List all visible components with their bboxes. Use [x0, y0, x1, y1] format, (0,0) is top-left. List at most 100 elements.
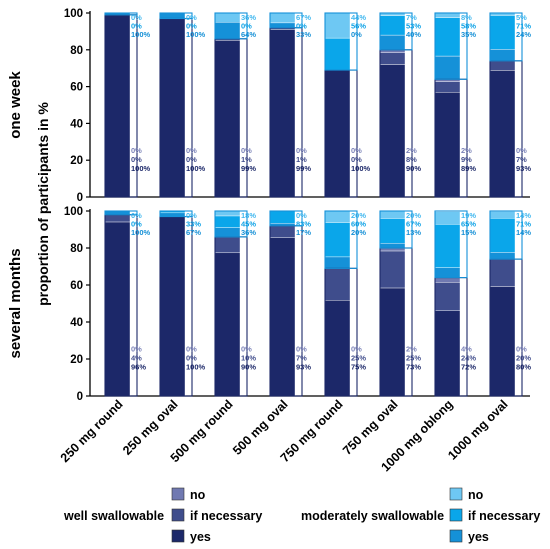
bar-well-yes	[434, 310, 461, 397]
bar-well-yes	[489, 70, 516, 198]
bar-moderate-yes	[214, 22, 241, 39]
bar-group: 20%67%13% 2%25%73%	[379, 210, 421, 397]
legend-swatch	[171, 529, 185, 543]
pct-label-moderate: 0%	[131, 22, 142, 31]
bar-well-yes	[269, 29, 296, 198]
bar-group: 14%71%14% 0%20%80%	[489, 210, 531, 397]
bar-group: 19%65%15% 4%24%72%	[434, 210, 476, 397]
bar-well-yes	[269, 237, 296, 397]
pct-label-well: 25%	[406, 354, 421, 363]
y-tick-label: 40	[70, 317, 83, 329]
pct-label-moderate: 20%	[406, 211, 421, 220]
pct-label-moderate: 36%	[241, 13, 256, 22]
pct-label-moderate: 83%	[296, 220, 311, 229]
pct-label-well: 72%	[461, 363, 476, 372]
legend-group-name: moderately swallowable	[301, 509, 444, 523]
y-tick-label: 20	[70, 354, 83, 366]
pct-label-well: 9%	[461, 155, 472, 164]
pct-label-well: 100%	[186, 164, 206, 173]
pct-label-moderate: 71%	[516, 22, 531, 31]
pct-label-well: 0%	[351, 345, 362, 354]
pct-label-well: 0%	[351, 155, 362, 164]
bar-well-yes	[104, 14, 131, 198]
y-tick-label: 80	[70, 243, 83, 255]
pct-label-moderate: 67%	[296, 13, 311, 22]
pct-label-well: 93%	[516, 164, 531, 173]
bar-moderate-if-necessary	[324, 37, 351, 71]
legend-item-label: if necessary	[468, 509, 540, 523]
bar-moderate-yes	[489, 49, 516, 62]
pct-label-moderate: 36%	[241, 228, 256, 237]
pct-label-well: 100%	[351, 164, 371, 173]
bar-well-if-necessary	[489, 60, 516, 71]
pct-label-moderate: 18%	[241, 211, 256, 220]
bar-moderate-no	[214, 211, 241, 217]
bracket-moderate	[159, 210, 193, 218]
pct-label-moderate: 67%	[406, 220, 421, 229]
bar-moderate-yes	[104, 210, 131, 215]
pct-label-well: 1%	[241, 155, 252, 164]
pct-label-moderate: 0%	[296, 22, 307, 31]
pct-label-moderate: 0%	[186, 211, 197, 220]
pct-label-well: 4%	[461, 345, 472, 354]
pct-label-well: 24%	[461, 354, 476, 363]
pct-label-well: 80%	[516, 363, 531, 372]
bar-well-yes	[324, 69, 351, 198]
bracket-moderate	[269, 12, 303, 29]
legend-swatch	[171, 508, 185, 522]
pct-label-well: 90%	[406, 164, 421, 173]
y-tick-label: 100	[64, 8, 83, 20]
bracket-moderate	[434, 12, 468, 80]
pct-label-well: 2%	[461, 146, 472, 155]
pct-label-moderate: 0%	[131, 211, 142, 220]
bar-well-no	[434, 277, 461, 283]
bracket-moderate	[214, 210, 248, 238]
bar-moderate-no	[324, 210, 351, 223]
bar-group: 0%0%100%0%4%96%	[104, 210, 151, 397]
pct-label-moderate: 35%	[461, 30, 476, 39]
pct-label-well: 4%	[131, 354, 142, 363]
bar-well-if-necessary	[324, 268, 351, 301]
y-tick-label: 20	[70, 155, 83, 167]
bar-moderate-no	[269, 12, 296, 24]
x-tick-label: 250 mg oval	[120, 397, 181, 458]
bar-moderate-if-necessary	[434, 224, 461, 268]
bar-well-yes	[214, 252, 241, 397]
pct-label-well: 20%	[516, 354, 531, 363]
bar-moderate-no	[434, 211, 461, 225]
bar-well-if-necessary	[104, 214, 131, 223]
pct-label-well: 2%	[406, 345, 417, 354]
pct-label-well: 73%	[406, 363, 421, 372]
pct-label-moderate: 15%	[461, 228, 476, 237]
pct-label-well: 90%	[241, 363, 256, 372]
pct-label-well: 0%	[296, 345, 307, 354]
y-tick-label: 0	[77, 391, 83, 403]
pct-label-well: 1%	[296, 155, 307, 164]
bar-well-if-necessary	[269, 225, 296, 238]
pct-label-moderate: 14%	[516, 228, 531, 237]
pct-label-moderate: 33%	[296, 30, 311, 39]
pct-label-moderate: 20%	[351, 211, 366, 220]
row-label: one week	[7, 71, 24, 139]
pct-label-well: 0%	[516, 345, 527, 354]
legend-item-label: if necessary	[190, 509, 262, 523]
pct-label-moderate: 7%	[406, 13, 417, 22]
pct-label-moderate: 0%	[186, 13, 197, 22]
bar-moderate-if-necessary	[324, 222, 351, 258]
bar-moderate-if-necessary	[269, 210, 296, 224]
legend-swatch	[171, 487, 185, 501]
y-tick-label: 60	[70, 82, 83, 94]
pct-label-well: 93%	[296, 363, 311, 372]
pct-label-well: 0%	[241, 146, 252, 155]
pct-label-moderate: 53%	[406, 22, 421, 31]
bar-moderate-yes	[159, 212, 186, 217]
bar-well-yes	[379, 64, 406, 198]
bar-well-yes	[214, 40, 241, 198]
bracket-moderate	[489, 210, 523, 260]
pct-label-moderate: 0%	[351, 30, 362, 39]
